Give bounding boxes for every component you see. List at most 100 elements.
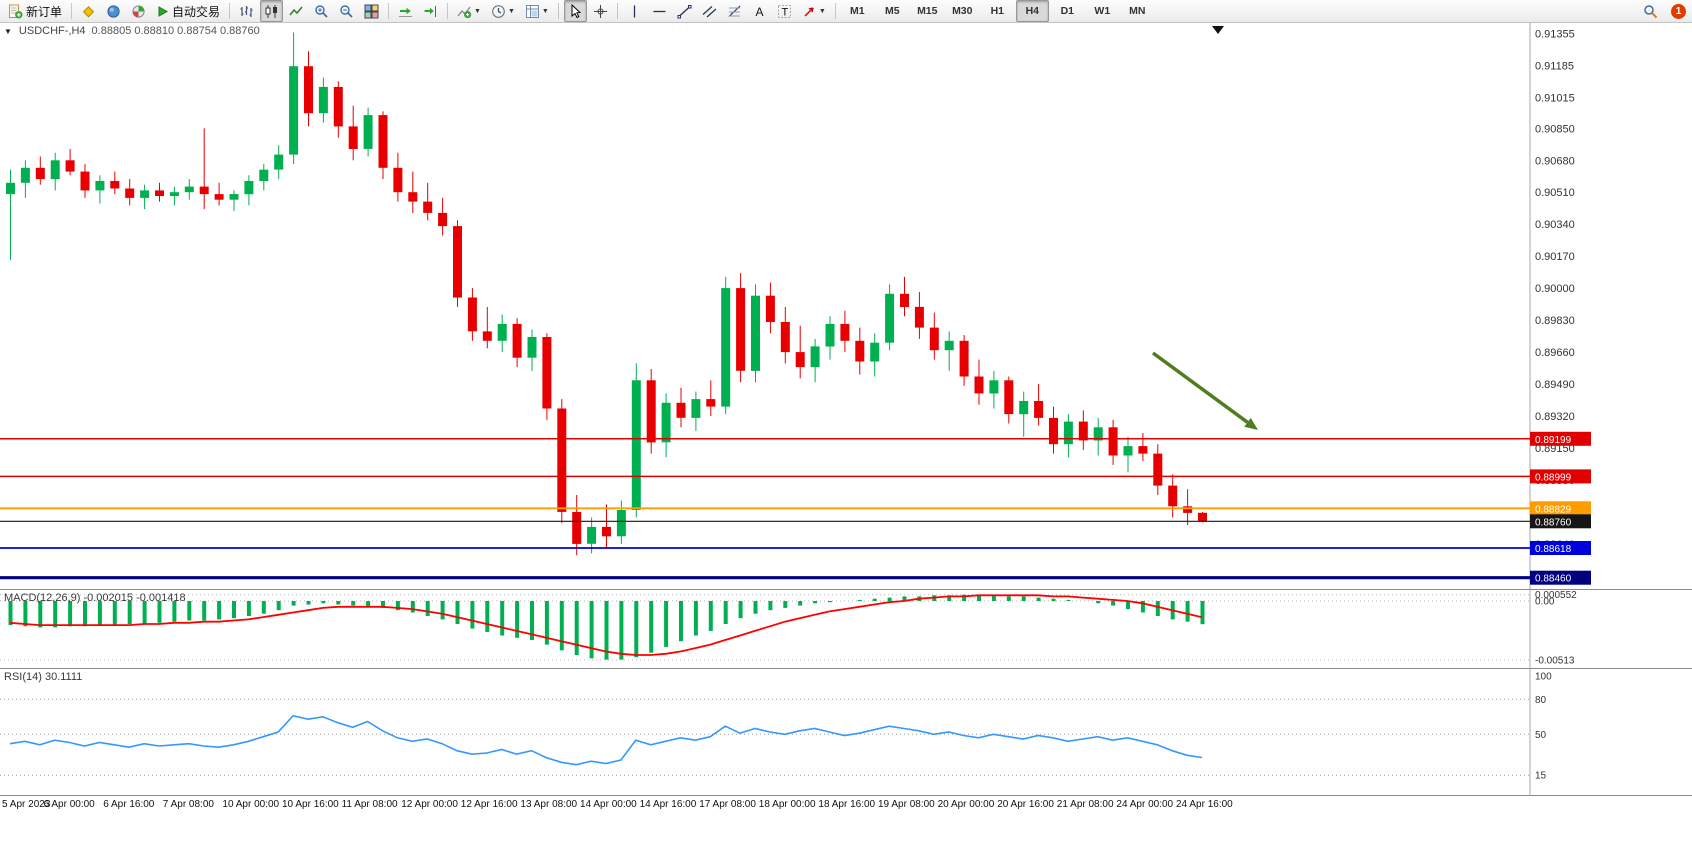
time-label: 14 Apr 16:00 [639, 799, 697, 810]
dropdown-caret-icon: ▼ [474, 7, 481, 15]
chart-window: ▼ USDCHF-,H4 0.88805 0.88810 0.88754 0.8… [0, 23, 1692, 851]
svg-text:-0.00513: -0.00513 [1535, 655, 1575, 666]
data-window-button[interactable] [102, 0, 125, 22]
time-label: 18 Apr 16:00 [818, 799, 876, 810]
market-watch-button[interactable] [77, 0, 100, 22]
ohlc-values: 0.88805 0.88810 0.88754 0.88760 [91, 25, 260, 37]
svg-text:50: 50 [1535, 730, 1547, 741]
toolbar-separator [834, 3, 836, 19]
svg-text:0.90680: 0.90680 [1535, 155, 1575, 167]
zoom-in-button[interactable] [310, 0, 333, 22]
toolbar-separator [388, 3, 390, 19]
crosshair-icon [593, 4, 607, 18]
timeframe-h1-button[interactable]: H1 [990, 5, 1004, 17]
auto-scroll-button[interactable] [394, 0, 417, 22]
indicators-button[interactable]: ▼ [453, 0, 485, 22]
time-axis[interactable]: 5 Apr 2023 6 Apr 00:00 6 Apr 16:00 7 Apr 08… [0, 795, 1692, 814]
templates-button[interactable]: ▼ [521, 0, 553, 22]
svg-text:0.89660: 0.89660 [1535, 347, 1575, 359]
time-label: 18 Apr 00:00 [758, 799, 816, 810]
horizontal-level-line[interactable]: 0.89199 [0, 431, 1591, 446]
svg-text:0.00: 0.00 [1535, 597, 1555, 608]
new-order-button[interactable]: 新订单 [4, 0, 66, 22]
vertical-line-tool-button[interactable] [623, 0, 646, 22]
bar-chart-button[interactable] [235, 0, 258, 22]
cursor-tool-button[interactable] [563, 0, 587, 22]
chart-shift-icon [424, 5, 437, 17]
svg-text:0.88829: 0.88829 [1535, 504, 1572, 515]
time-label: 20 Apr 00:00 [937, 799, 995, 810]
search-button[interactable] [1639, 1, 1662, 23]
horizontal-line-tool-button[interactable] [648, 0, 671, 22]
svg-text:0.90000: 0.90000 [1535, 283, 1575, 295]
line-chart-button[interactable] [285, 0, 308, 22]
horizontal-level-line[interactable]: 0.88618 [0, 541, 1591, 555]
dropdown-caret-icon: ▼ [541, 7, 549, 15]
svg-text:0.91355: 0.91355 [1535, 28, 1575, 40]
time-label: 17 Apr 08:00 [699, 799, 756, 810]
price-chart-canvas[interactable]: 0.91355 0.91185 0.91015 0.90850 0.90680 0.905… [0, 23, 1692, 589]
svg-text:0.89199: 0.89199 [1535, 435, 1572, 446]
time-label: 7 Apr 08:00 [162, 799, 214, 810]
rsi-pane: RSI(14) 30.1111 100 80 50 15 [0, 668, 1692, 795]
toolbar-separator [616, 3, 618, 19]
cursor-icon [571, 3, 581, 18]
text-tool-button[interactable]: A [748, 0, 771, 22]
data-window-icon [107, 4, 120, 18]
one-click-trading-toggle[interactable]: ▼ [4, 26, 12, 36]
crosshair-tool-button[interactable] [589, 0, 612, 22]
periods-button[interactable]: ▼ [487, 0, 519, 22]
navigator-button[interactable] [127, 0, 150, 22]
auto-trading-icon [158, 5, 169, 17]
horizontal-line-icon [653, 10, 666, 12]
timeframe-toolbar: M1 M5 M15 M30 H1 H4 D1 W1 MN [840, 0, 1155, 22]
timeframe-w1-button[interactable]: W1 [1094, 5, 1111, 17]
svg-text:0.88999: 0.88999 [1535, 472, 1572, 483]
timeframe-h4-button[interactable]: H4 [1015, 0, 1049, 22]
time-label: 24 Apr 00:00 [1116, 799, 1174, 810]
price-pane: ▼ USDCHF-,H4 0.88805 0.88810 0.88754 0.8… [0, 23, 1692, 589]
svg-text:0.89490: 0.89490 [1535, 379, 1575, 391]
svg-text:0.88618: 0.88618 [1535, 544, 1572, 555]
timeframe-m30-button[interactable]: M30 [952, 5, 973, 17]
channel-tool-button[interactable] [698, 0, 721, 22]
svg-text:15: 15 [1535, 771, 1547, 782]
svg-text:0.000552: 0.000552 [1535, 590, 1577, 601]
zoom-out-icon [340, 4, 353, 18]
time-label: 19 Apr 08:00 [878, 799, 935, 810]
candlestick-chart-button[interactable] [260, 0, 284, 22]
timeframe-d1-button[interactable]: D1 [1060, 5, 1074, 17]
toolbar-separator [557, 3, 559, 19]
time-label: 6 Apr 16:00 [103, 799, 155, 810]
fibonacci-tool-button[interactable] [723, 0, 746, 22]
timeframe-m5-button[interactable]: M5 [884, 5, 900, 17]
text-label-tool-button[interactable]: T [773, 0, 796, 22]
trend-arrow[interactable] [1151, 351, 1258, 430]
rsi-header-label: RSI(14) 30.1111 [4, 671, 83, 683]
status-area [0, 814, 1692, 851]
horizontal-level-line[interactable]: 0.88999 [0, 469, 1591, 484]
notification-badge[interactable]: 1 [1671, 4, 1686, 19]
chart-end-marker [1212, 26, 1224, 34]
horizontal-level-line[interactable]: 0.88760 [0, 514, 1591, 529]
timeframe-mn-button[interactable]: MN [1129, 5, 1146, 17]
rsi-line [9, 714, 1203, 766]
timeframe-m15-button[interactable]: M15 [917, 5, 938, 17]
time-label: 11 Apr 08:00 [341, 799, 398, 810]
zoom-out-button[interactable] [335, 0, 358, 22]
horizontal-level-line[interactable]: 0.88829 [0, 501, 1591, 516]
trendline-tool-button[interactable] [673, 0, 696, 22]
chart-shift-button[interactable] [419, 0, 442, 22]
new-order-icon [9, 4, 23, 18]
timeframe-m1-button[interactable]: M1 [849, 5, 865, 17]
equidistant-channel-icon [702, 5, 717, 17]
horizontal-level-line[interactable]: 0.88460 [0, 570, 1591, 585]
time-label: 10 Apr 00:00 [222, 799, 280, 810]
templates-icon [525, 4, 539, 18]
tile-windows-button[interactable] [360, 0, 383, 22]
arrows-tool-button[interactable]: ▼ [798, 0, 830, 22]
auto-trading-button[interactable]: 自动交易 [152, 0, 224, 22]
text-icon: A [755, 5, 763, 19]
rsi-canvas[interactable]: 100 80 50 15 [0, 669, 1692, 795]
